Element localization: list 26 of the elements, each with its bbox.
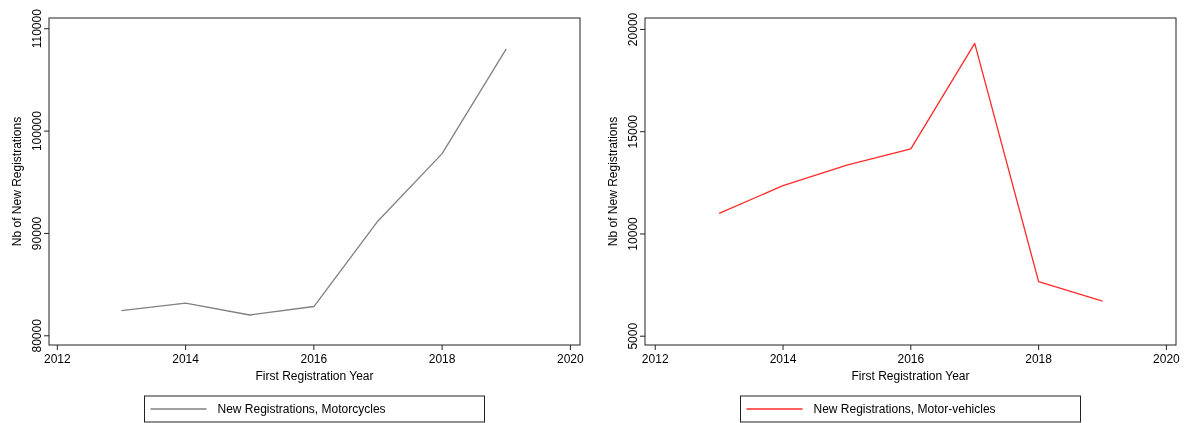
y-axis-title: Nb of New Registrations	[606, 116, 620, 247]
x-tick-label: 2012	[641, 352, 669, 366]
x-tick-label: 2014	[769, 352, 797, 366]
x-axis-title: First Registration Year	[255, 369, 374, 383]
x-tick-label: 2016	[897, 352, 925, 366]
x-tick-label: 2020	[1153, 352, 1181, 366]
y-tick-label: 110000	[30, 8, 44, 49]
x-tick-label: 2018	[428, 352, 456, 366]
x-tick-label: 2016	[300, 352, 328, 366]
legend-label: New Registrations, Motor-vehicles	[813, 402, 996, 416]
y-tick-label: 80000	[30, 318, 44, 353]
x-axis-title: First Registration Year	[851, 369, 970, 383]
y-tick-label: 15000	[626, 114, 640, 149]
y-tick-label: 10000	[626, 216, 640, 251]
x-tick-label: 2014	[172, 352, 200, 366]
y-tick-label: 20000	[626, 12, 640, 47]
x-tick-label: 2020	[557, 352, 585, 366]
x-tick-label: 2012	[43, 352, 72, 366]
line-series	[120, 48, 507, 316]
line-series	[718, 42, 1104, 302]
y-tick-label: 100000	[30, 110, 44, 152]
legend-label: New Registrations, Motorcycles	[217, 402, 386, 416]
x-tick-label: 2018	[1025, 352, 1053, 366]
y-tick-label: 90000	[30, 216, 44, 251]
y-axis-title: Nb of New Registrations	[10, 116, 24, 247]
y-tick-label: 5000	[626, 322, 640, 350]
